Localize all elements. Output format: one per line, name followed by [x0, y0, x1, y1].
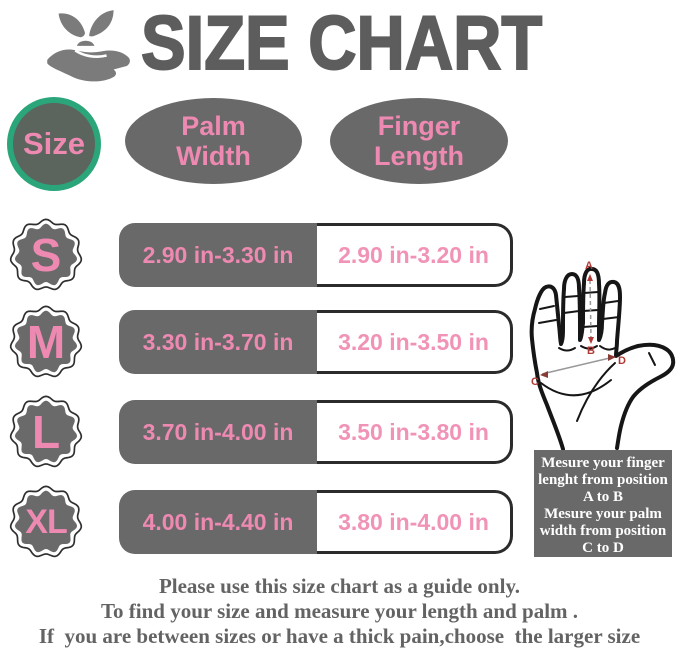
- size-badge-label: L: [31, 406, 61, 458]
- palm-width-cell: 4.00 in-4.40 in: [119, 490, 317, 554]
- note-line: A to B: [582, 489, 623, 505]
- scalloped-seal-icon: [9, 395, 83, 468]
- note-line: Mesure your palm: [544, 506, 662, 522]
- size-header-label: Size: [22, 126, 86, 161]
- footer-line: To find your size and measure your lengt…: [100, 599, 579, 623]
- size-badge-xl: XL: [8, 484, 84, 560]
- hand-crease-lines: [538, 291, 656, 422]
- measurement-instructions-box: Mesure your finger lenght from position …: [534, 450, 672, 557]
- scalloped-seal-icon: [9, 305, 83, 378]
- footer-disclaimer: Please use this size chart as a guide on…: [0, 574, 679, 649]
- finger-length-cell: 3.20 in-3.50 in: [317, 310, 513, 374]
- label-d: D: [618, 355, 626, 367]
- hand-holding-plant-icon: [47, 10, 130, 82]
- finger-length-cell: 3.50 in-3.80 in: [317, 400, 513, 464]
- hand-measurement-diagram: A B C D: [529, 260, 676, 451]
- finger-length-header: Finger Length: [330, 98, 508, 184]
- label-b: B: [587, 345, 595, 357]
- palm-width-measure-line: [540, 354, 616, 378]
- note-line: lenght from position: [538, 472, 668, 488]
- size-badge-s: S: [8, 217, 84, 293]
- palm-width-cell: 3.30 in-3.70 in: [119, 310, 317, 374]
- size-badge-m: M: [8, 304, 84, 380]
- scalloped-seal-icon: [9, 218, 83, 291]
- label-a: A: [585, 260, 593, 272]
- finger-length-header-label: Finger Length: [374, 111, 464, 171]
- footer-line: Please use this size chart as a guide on…: [158, 574, 521, 598]
- finger-length-measure-line: [587, 274, 594, 344]
- size-badge-label: M: [26, 316, 66, 368]
- label-c: C: [531, 376, 539, 388]
- palm-width-cell: 3.70 in-4.00 in: [119, 400, 317, 464]
- footer-line: If you are between sizes or have a thick…: [38, 624, 641, 648]
- palm-width-cell: 2.90 in-3.30 in: [119, 223, 317, 287]
- note-line: C to D: [582, 540, 624, 556]
- finger-length-cell: 2.90 in-3.20 in: [317, 223, 513, 287]
- note-line: Mesure your finger: [541, 455, 665, 471]
- size-badge-label: XL: [25, 502, 67, 541]
- finger-length-cell: 3.80 in-4.00 in: [317, 490, 513, 554]
- note-line: width from position: [539, 523, 667, 539]
- size-header-badge: Size: [7, 97, 101, 191]
- palm-width-header-label: Palm Width: [176, 111, 251, 171]
- palm-width-header: Palm Width: [125, 98, 302, 184]
- size-badge-l: L: [8, 394, 84, 470]
- size-badge-label: S: [30, 229, 62, 281]
- scalloped-seal-icon: [9, 485, 83, 558]
- page-title: SIZE CHART: [140, 1, 543, 86]
